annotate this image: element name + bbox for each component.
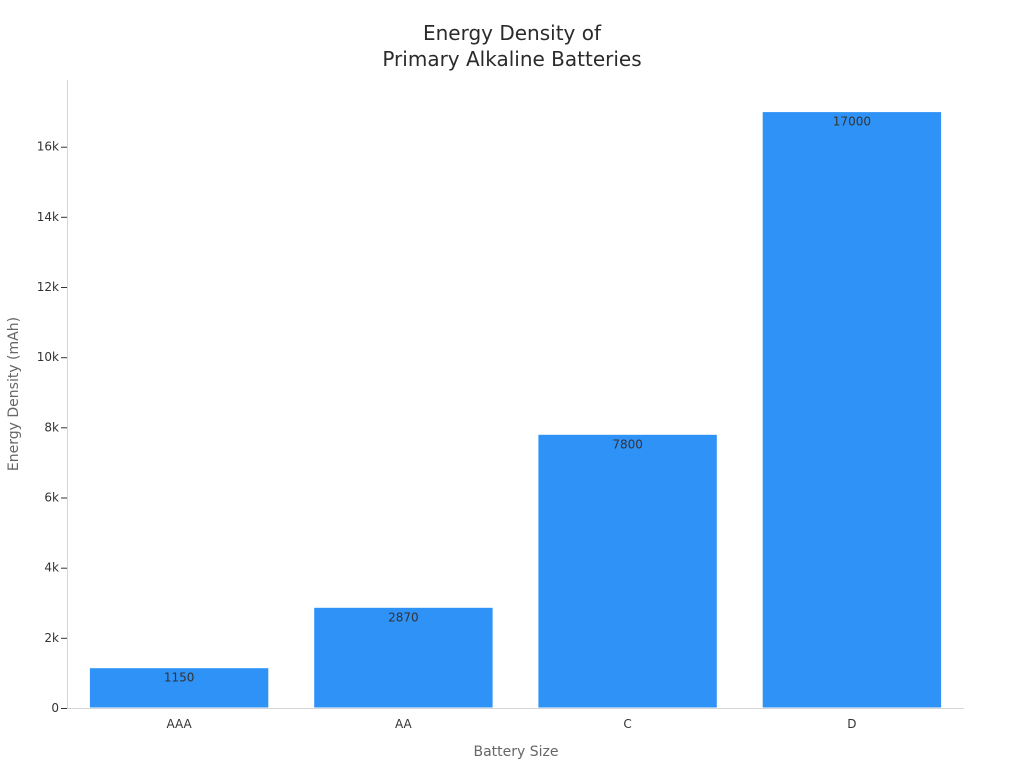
data-label-aa: 2870 (388, 610, 419, 624)
bar-aaa (88, 667, 270, 709)
x-ticks-group: AAA AA C D (166, 717, 856, 731)
x-tick-label-d: D (847, 717, 856, 731)
data-label-c: 7800 (612, 437, 643, 451)
data-label-aaa: 1150 (164, 671, 195, 685)
bar-d (761, 111, 943, 709)
y-tick-label: 12k (37, 280, 59, 294)
bars-group (88, 111, 943, 709)
y-tick-label: 6k (44, 491, 59, 505)
y-tick-label: 4k (44, 561, 59, 575)
y-tick-label: 16k (37, 140, 59, 154)
chart-title: Energy Density of Primary Alkaline Batte… (382, 21, 641, 71)
bar-c (537, 433, 718, 709)
data-labels-group: 1150 2870 7800 17000 (164, 115, 871, 685)
x-tick-label-aaa: AAA (166, 717, 192, 731)
y-tick-label: 2k (44, 631, 59, 645)
x-tick-label-aa: AA (395, 717, 413, 731)
y-axis-title: Energy Density (mAh) (6, 317, 22, 471)
chart-title-line-1: Energy Density of (423, 21, 602, 45)
y-tick-label: 8k (44, 420, 59, 434)
bar-aa (313, 606, 494, 709)
x-axis-title: Battery Size (473, 744, 558, 760)
y-tick-label: 0 (51, 701, 59, 715)
data-label-d: 17000 (833, 115, 871, 129)
y-ticks-group: 0 2k 4k 6k 8k 10k 12k 14k 16k (37, 140, 67, 715)
chart-title-line-2: Primary Alkaline Batteries (382, 47, 641, 71)
y-tick-label: 10k (37, 350, 59, 364)
y-tick-label: 14k (37, 210, 59, 224)
x-tick-label-c: C (623, 717, 631, 731)
